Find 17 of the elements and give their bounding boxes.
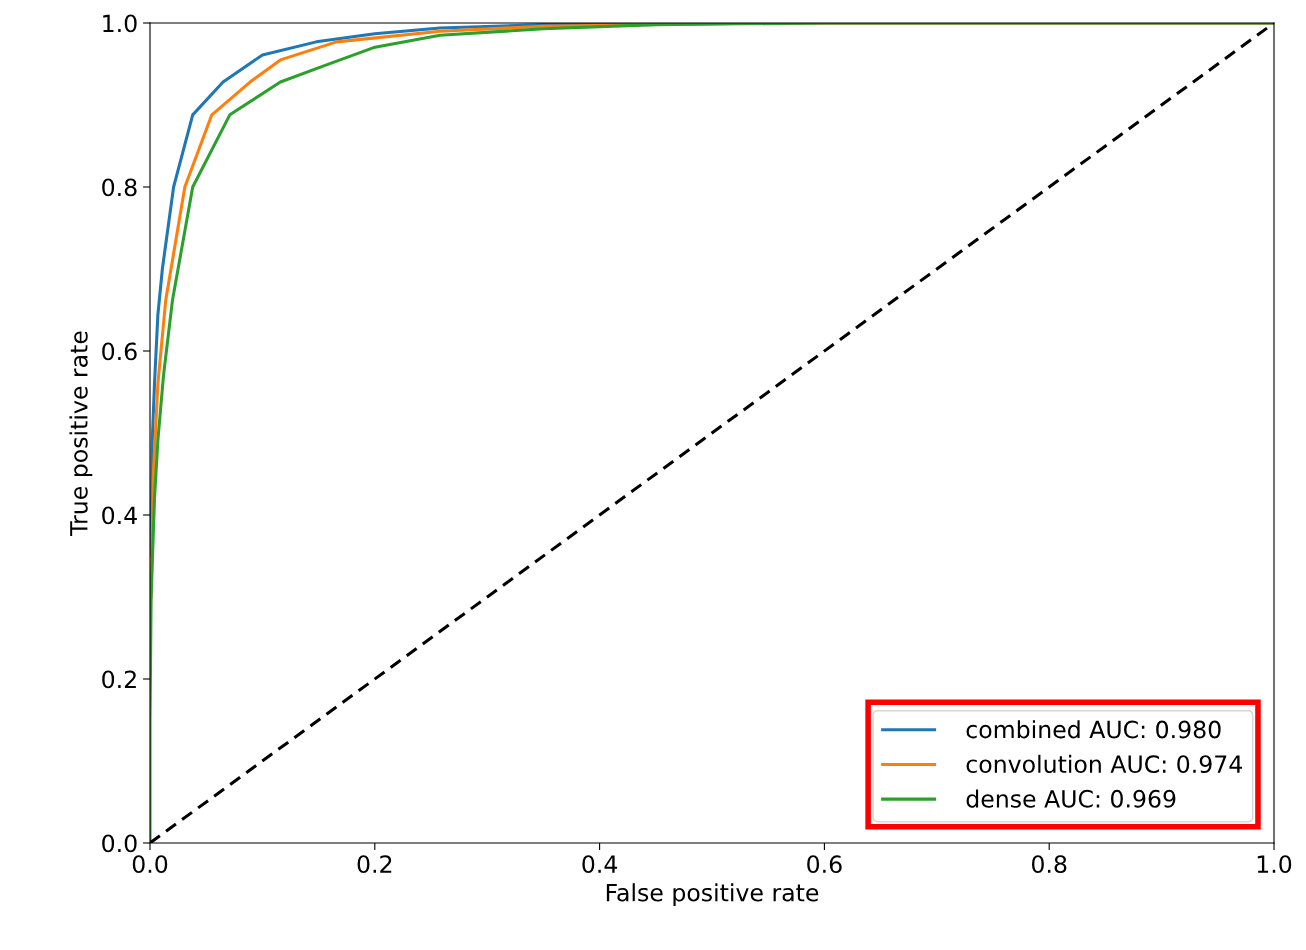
x-tick-label: 0.6 — [807, 855, 842, 874]
y-tick-label: 0.6 — [102, 342, 137, 361]
x-tick-label: 0.0 — [132, 855, 168, 874]
legend-label: convolution AUC: 0.974 — [966, 754, 1242, 774]
legend-label: dense AUC: 0.969 — [966, 789, 1176, 808]
x-tick-label: 0.4 — [582, 855, 618, 874]
y-tick-label: 1.0 — [103, 14, 137, 33]
y-axis-title: True positive rate — [69, 331, 93, 536]
x-tick-label: 0.2 — [357, 855, 392, 874]
x-tick-label: 1.0 — [1257, 855, 1292, 874]
y-tick-label: 0.4 — [102, 506, 137, 525]
y-tick-label: 0.2 — [102, 670, 136, 689]
y-tick-label: 0.8 — [102, 178, 137, 197]
x-tick-label: 0.8 — [1031, 855, 1067, 874]
y-tick-label: 0.0 — [102, 834, 137, 853]
legend-label: combined AUC: 0.980 — [966, 720, 1221, 739]
x-axis-title: False positive rate — [606, 883, 819, 907]
